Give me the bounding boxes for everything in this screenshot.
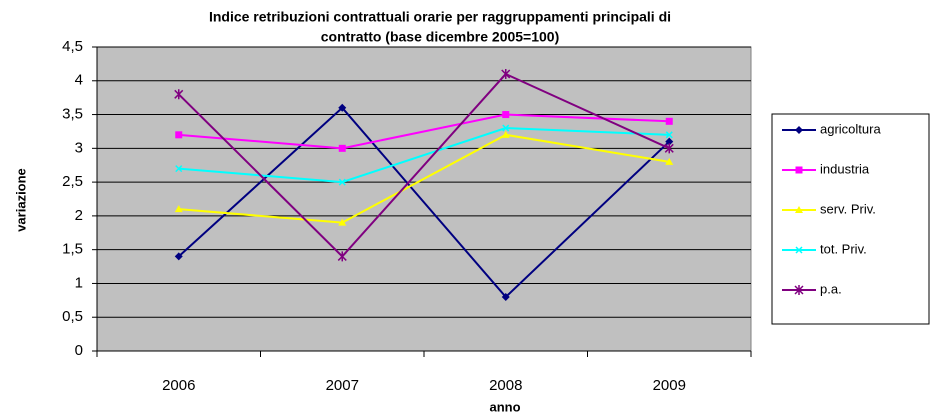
chart-title: Indice retribuzioni contrattuali orarie …	[209, 9, 671, 25]
legend-label: tot. Priv.	[820, 241, 867, 256]
y-tick-label: 3	[75, 139, 83, 156]
legend-marker	[795, 126, 803, 134]
data-point	[665, 137, 674, 146]
y-tick-label: 0,5	[62, 308, 83, 325]
data-point	[174, 252, 183, 261]
series-line	[178, 72, 670, 258]
x-tick-label: 2009	[653, 377, 686, 394]
legend-marker	[794, 285, 804, 295]
legend-label: industria	[820, 161, 870, 176]
y-tick-label: 2,5	[62, 173, 83, 190]
data-point	[175, 131, 183, 139]
data-point	[502, 111, 510, 119]
series-line	[178, 113, 670, 150]
data-point	[337, 251, 347, 262]
data-point	[502, 124, 510, 132]
plot-area	[96, 46, 752, 352]
legend-label: p.a.	[820, 281, 842, 296]
y-tick-label: 3,5	[62, 106, 83, 123]
y-tick-label: 1,5	[62, 241, 83, 258]
data-point	[665, 131, 673, 139]
x-axis-label: anno	[489, 399, 520, 414]
x-tick-label: 2007	[326, 377, 359, 394]
data-point	[665, 117, 673, 125]
data-point	[338, 144, 346, 152]
data-point	[338, 218, 347, 226]
data-point	[338, 103, 347, 112]
data-point	[501, 69, 511, 80]
y-tick-label: 0	[75, 342, 83, 359]
x-tick-label: 2008	[489, 377, 522, 394]
legend-label: serv. Priv.	[820, 201, 876, 216]
y-tick-label: 4	[75, 72, 83, 89]
x-tick-label: 2006	[162, 377, 195, 394]
data-point	[338, 178, 346, 186]
data-point	[175, 165, 183, 173]
chart-title: contratto (base dicembre 2005=100)	[321, 29, 560, 45]
legend-marker	[795, 166, 803, 174]
legend-label: agricoltura	[820, 121, 881, 136]
series-line	[178, 106, 670, 299]
y-axis-label: variazione	[13, 168, 28, 232]
data-point	[501, 130, 510, 138]
y-tick-label: 1	[75, 274, 83, 291]
legend-marker	[795, 206, 803, 213]
y-tick-label: 4,5	[62, 38, 83, 55]
legend-marker	[795, 246, 803, 254]
series-line	[178, 133, 670, 224]
data-point	[665, 157, 674, 165]
data-point	[664, 143, 674, 154]
data-point	[501, 292, 510, 301]
y-tick-label: 2	[75, 207, 83, 224]
data-point	[174, 205, 183, 213]
data-point	[174, 89, 184, 100]
